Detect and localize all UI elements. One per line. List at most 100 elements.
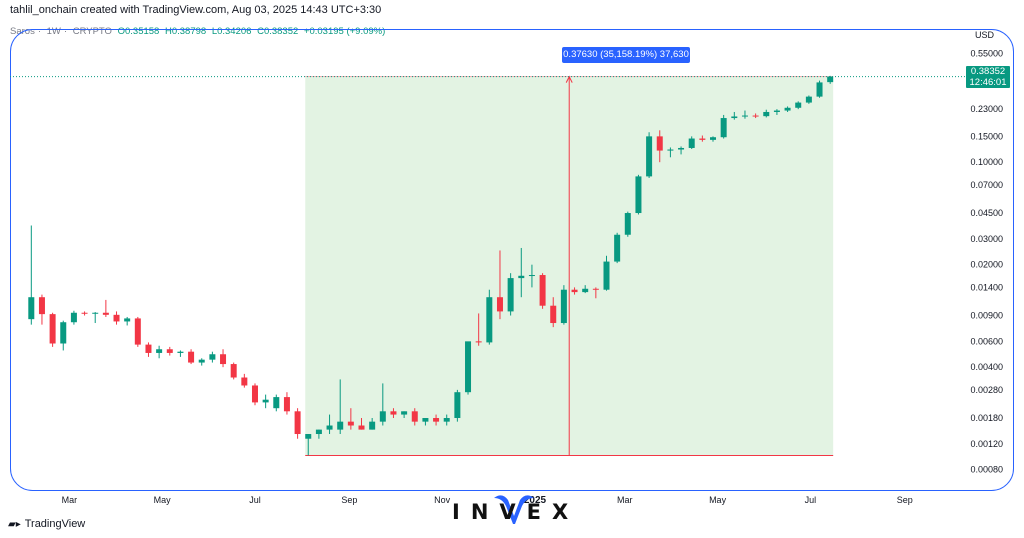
candle-body [731,116,738,119]
candle [188,349,195,365]
candle [273,394,280,412]
invex-logo-text: INVEX [452,500,580,524]
ohlc-change: +0.03195 (+9.09%) [303,26,386,37]
candle-body [710,137,717,140]
candle [305,434,312,456]
candle [369,418,376,430]
candle-body [209,354,216,360]
candle-body [102,312,109,315]
candle-countdown: 12:46:01 [969,77,1007,88]
candle [198,358,205,366]
ohlc-high: H0.38798 [164,26,207,37]
candle-body [475,341,482,343]
candle-body [390,411,397,415]
candle-body [92,312,99,314]
candle-body [496,297,503,312]
candle [710,136,717,142]
candle [60,320,67,351]
candle-body [741,115,748,117]
candle [486,289,493,345]
symbol-interval[interactable]: 1W [46,26,61,37]
candle-body [465,341,472,393]
candle-body [667,149,674,151]
x-axis: Mar May Jul Sep Nov 2025 Mar May Jul Sep [62,495,913,506]
candle-body [560,289,567,324]
chart-author-line: tahlil_onchain created with TradingView.… [10,4,382,16]
candle [92,312,99,324]
candle [347,408,354,430]
candle-body [699,138,706,140]
candle-body [113,314,120,322]
y-tick-label: 0.00180 [970,413,1003,423]
candle-body [156,349,163,353]
candle [805,95,812,104]
candle-body [220,354,227,365]
candle-body [624,213,631,235]
ohlc-low: L0.34206 [211,26,252,37]
last-price-value: 0.38352 [970,66,1006,77]
candle [731,111,738,120]
measure-tool-label[interactable]: 0.37630 (35,158.19%) 37,630 [562,47,690,63]
candle [518,247,525,298]
candle-body [262,399,269,403]
candle [560,285,567,325]
measure-arrow-head [565,75,573,83]
x-tick-label: 2025 [524,495,547,506]
candle-body [305,434,312,439]
y-tick-label: 0.55000 [970,49,1003,59]
candle [678,146,685,155]
candle [262,394,269,409]
x-tick-label: Mar [62,495,78,505]
measure-layer [10,75,965,456]
candle [603,255,610,291]
candle-body [507,278,514,312]
candle-body [177,351,184,353]
x-tick-label: May [709,495,727,505]
candle [795,101,802,110]
candle [667,147,674,158]
tradingview-logo-icon: ▰▸ [8,518,21,530]
candle [28,225,35,325]
candle [390,408,397,419]
candle [465,341,472,395]
candle [337,379,344,435]
candle-body [273,397,280,409]
candle-body [678,147,685,150]
candle [294,408,301,439]
candle [443,414,450,426]
x-tick-label: Nov [434,495,451,505]
candle-body [294,411,301,435]
candle [38,294,45,325]
candle-body [486,297,493,343]
candle-body [166,349,173,353]
candle-body [145,344,152,353]
candle [433,414,440,426]
candle [251,383,258,406]
y-tick-label: 0.07000 [970,180,1003,190]
y-tick-label: 0.00280 [970,385,1003,395]
y-tick-label: 0.23000 [970,104,1003,114]
candle [145,342,152,357]
ohlc-close: C0.38352 [257,26,299,37]
ohlc-open: O0.35158 [117,26,160,37]
candle [763,109,770,118]
candle-body [49,314,56,344]
candle [209,351,216,363]
candle [102,299,109,317]
candle-body [124,318,131,322]
candle [315,429,322,439]
candle-body [369,421,376,430]
candle [283,392,290,415]
candle-body [134,318,141,345]
candle-body [571,289,578,293]
candle-body [550,305,557,324]
candle-body [337,421,344,430]
candle [166,346,173,356]
candle [720,114,727,139]
candle [411,408,418,426]
candle-body [251,385,258,403]
candle [358,418,365,430]
candle-body [688,138,695,148]
bull-horns-icon [494,495,534,524]
